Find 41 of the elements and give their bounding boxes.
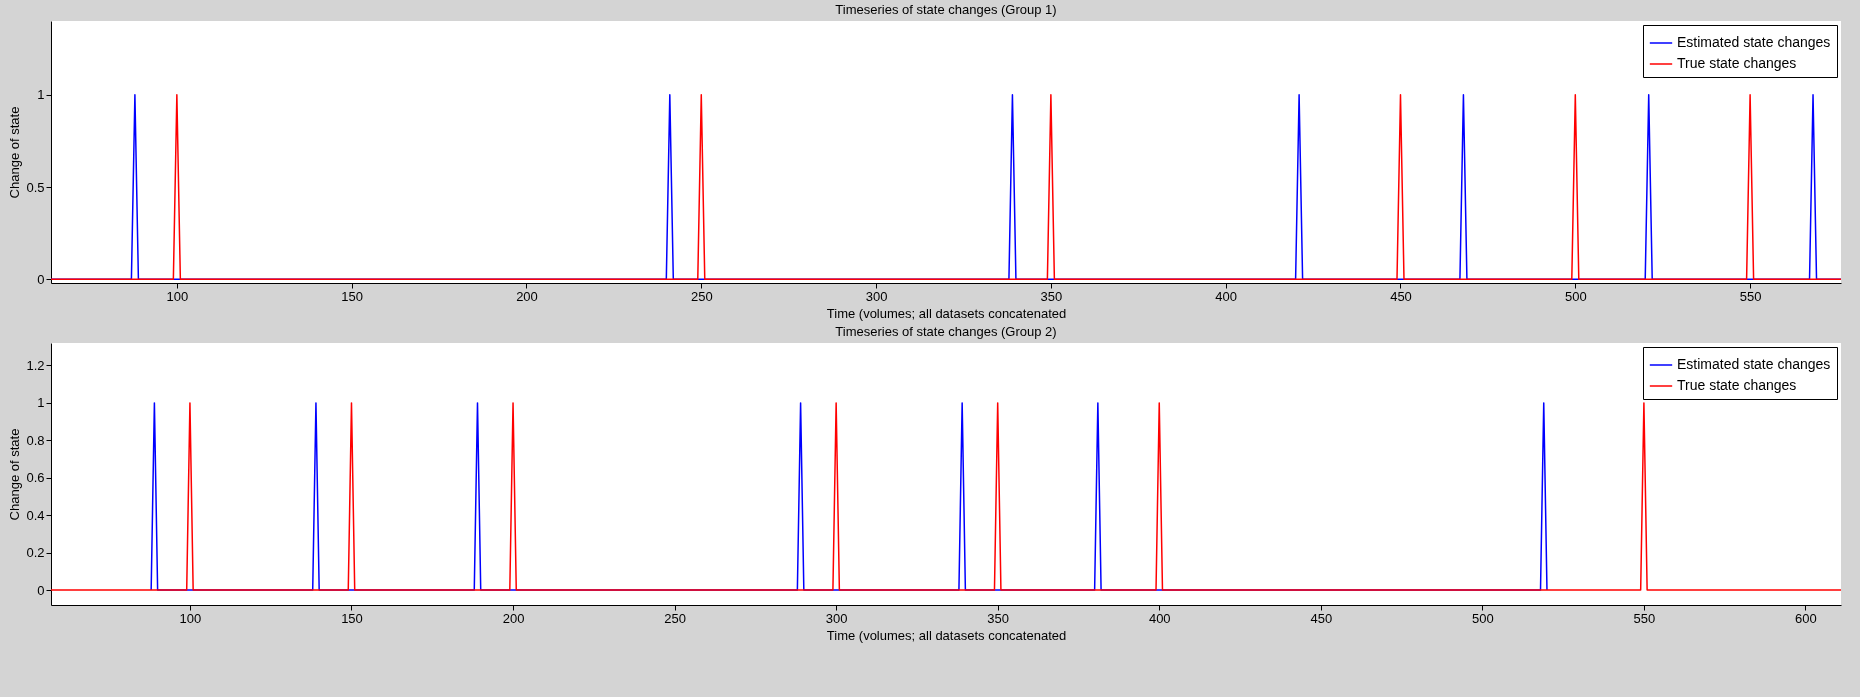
y-tick-label: 0.5 xyxy=(26,179,45,195)
x-tick-label: 250 xyxy=(664,610,686,626)
x-tick-label: 400 xyxy=(1148,610,1171,626)
chart-title: Timeseries of state changes (Group 2) xyxy=(835,324,1057,339)
y-tick-label: 0 xyxy=(37,271,45,287)
x-tick-label: 150 xyxy=(341,610,363,626)
x-tick-label: 200 xyxy=(516,288,538,304)
x-tick-label: 400 xyxy=(1215,288,1238,304)
x-tick-label: 300 xyxy=(825,610,848,626)
legend-label: Estimated state changes xyxy=(1677,34,1831,50)
x-tick-label: 350 xyxy=(1040,288,1063,304)
y-tick-label: 1 xyxy=(37,87,45,103)
y-tick-label: 0.2 xyxy=(26,545,45,561)
x-tick-label: 300 xyxy=(865,288,888,304)
x-tick-label: 550 xyxy=(1739,288,1762,304)
legend-label: True state changes xyxy=(1677,377,1797,393)
x-tick-label: 250 xyxy=(690,288,713,304)
y-tick-label: 0 xyxy=(37,582,45,598)
y-tick-label: 0.4 xyxy=(26,507,45,523)
x-axis-title: Time (volumes; all datasets concatenated xyxy=(826,305,1067,321)
x-tick-label: 500 xyxy=(1472,610,1494,626)
legend-label: Estimated state changes xyxy=(1677,356,1831,372)
x-tick-label: 600 xyxy=(1795,610,1817,626)
x-tick-label: 100 xyxy=(166,288,189,304)
y-tick-label: 0.6 xyxy=(26,470,45,486)
x-tick-label: 200 xyxy=(502,610,525,626)
y-axis-title: Change of state xyxy=(7,106,23,199)
y-tick-label: 0.8 xyxy=(26,432,45,448)
y-tick-label: 1 xyxy=(37,395,45,411)
x-tick-label: 450 xyxy=(1390,288,1412,304)
x-tick-label: 550 xyxy=(1633,610,1656,626)
legend-label: True state changes xyxy=(1677,55,1797,71)
x-tick-label: 100 xyxy=(179,610,202,626)
x-tick-label: 150 xyxy=(341,288,364,304)
y-tick-label: 1.2 xyxy=(26,357,45,373)
x-tick-label: 350 xyxy=(987,610,1010,626)
y-axis-title: Change of state xyxy=(7,428,23,521)
x-tick-label: 450 xyxy=(1310,610,1333,626)
x-axis-title: Time (volumes; all datasets concatenated xyxy=(826,627,1067,643)
x-tick-label: 500 xyxy=(1564,288,1587,304)
chart-title: Timeseries of state changes (Group 1) xyxy=(835,2,1057,17)
